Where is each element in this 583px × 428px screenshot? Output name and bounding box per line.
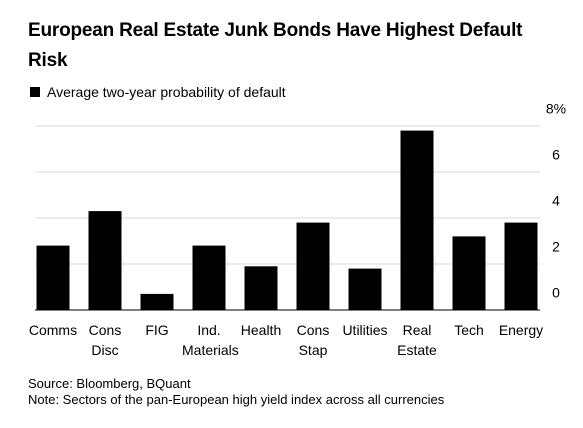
- x-tick-label: Health: [240, 322, 282, 338]
- legend-label: Average two-year probability of default: [47, 84, 286, 100]
- x-tick-label: Utilities: [342, 322, 388, 338]
- bar: [36, 245, 70, 310]
- bar: [400, 130, 434, 310]
- bar: [504, 222, 538, 310]
- bar: [348, 268, 382, 310]
- x-tick-label: Ind. Materials: [182, 322, 239, 358]
- legend-swatch: [30, 87, 40, 97]
- x-tick-label: FIG: [145, 322, 169, 338]
- x-tick-label: Comms: [28, 322, 78, 338]
- x-tick-label: Real Estate: [397, 322, 437, 358]
- x-tick-label: Cons Stap: [296, 322, 330, 358]
- x-tick-label: Energy: [498, 322, 544, 338]
- bar: [244, 266, 278, 310]
- y-tick-label: 6: [552, 147, 560, 163]
- y-tick-label: 8%: [546, 101, 566, 117]
- x-tick-label: Cons Disc: [88, 322, 122, 358]
- y-tick-label: 2: [552, 239, 560, 255]
- bar: [296, 222, 330, 310]
- bar: [88, 211, 122, 310]
- bar: [452, 236, 486, 310]
- x-tick-label: Tech: [454, 322, 484, 338]
- legend: Average two-year probability of default: [30, 84, 286, 100]
- bar: [140, 293, 174, 310]
- y-tick-label: 4: [552, 193, 560, 209]
- bar: [192, 245, 226, 310]
- source: Source: Bloomberg, BQuant: [28, 376, 191, 391]
- y-tick-label: 0: [552, 285, 560, 301]
- note: Note: Sectors of the pan-European high y…: [28, 392, 445, 407]
- chart-title: European Real Estate Junk Bonds Have Hig…: [28, 20, 523, 71]
